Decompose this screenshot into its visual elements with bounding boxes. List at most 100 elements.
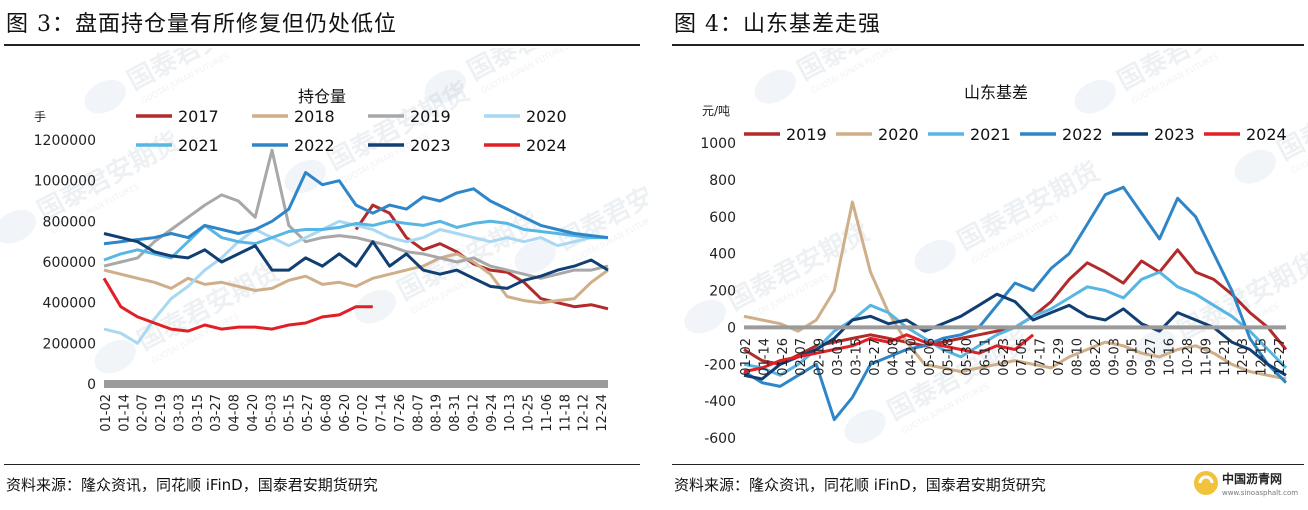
x-tick-label: 10-28	[1181, 338, 1196, 376]
series-line-2023	[103, 232, 609, 290]
y-tick-label: -600	[704, 431, 736, 447]
y-tick-label: -400	[704, 394, 736, 410]
legend-label-2024: 2024	[526, 136, 567, 155]
x-tick-label: 07-05	[1015, 338, 1030, 376]
series-line-2020	[103, 219, 608, 345]
fig3-title-rule	[4, 44, 640, 46]
x-tick-label: 07-14	[375, 394, 390, 432]
x-tick-label: 07-17	[1034, 338, 1049, 376]
x-tick-label: 08-22	[1089, 338, 1104, 376]
x-tick-label: 02-19	[154, 394, 169, 432]
x-tick-label: 09-27	[1144, 338, 1159, 376]
watermark-logo-icon	[514, 239, 556, 274]
fig4-title-rule	[672, 44, 1304, 46]
series-line-2021	[103, 219, 608, 262]
watermark-logo-icon	[1074, 79, 1116, 114]
x-tick-label: 02-07	[794, 338, 809, 376]
watermark-text: 国泰君安期货	[792, 48, 944, 87]
x-tick-label: 10-16	[1163, 338, 1178, 376]
x-tick-label: 03-03	[172, 394, 187, 432]
y-tick-label: -200	[704, 357, 736, 373]
watermark-logo-icon	[0, 209, 36, 244]
fig3-source: 资料来源：隆众资讯，同花顺 iFinD，国泰君安期货研究	[6, 476, 378, 494]
watermark-text: 国泰君安期货	[722, 216, 874, 317]
y-axis-unit: 元/吨	[702, 104, 730, 118]
legend-label-2019: 2019	[410, 107, 451, 126]
y-tick-label: 800	[709, 173, 736, 189]
x-tick-label: 12-03	[1236, 338, 1251, 376]
fig4-source-rule	[672, 464, 1304, 465]
y-tick-label: 0	[727, 320, 736, 336]
watermark-logo-icon	[914, 239, 956, 274]
series-line-2019	[103, 148, 609, 280]
legend-label-2021: 2021	[970, 125, 1011, 144]
watermark-logo-icon	[84, 79, 126, 114]
x-tick-label: 10-13	[503, 394, 518, 432]
legend-label-2023: 2023	[410, 136, 451, 155]
x-tick-label: 11-18	[558, 394, 573, 432]
watermark-logo-icon	[1234, 149, 1276, 184]
series-line-2022	[103, 171, 609, 246]
watermark-logo-icon	[844, 409, 886, 444]
legend-label-2022: 2022	[1062, 125, 1103, 144]
legend-label-2020: 2020	[526, 107, 567, 126]
x-tick-label: 02-19	[813, 338, 828, 376]
watermark-logo-icon	[684, 299, 726, 334]
y-tick-label: 600	[709, 210, 736, 226]
watermark-text: 国泰君安期货	[952, 156, 1104, 257]
watermark-logo-icon	[754, 69, 796, 104]
x-tick-label: 09-24	[485, 394, 500, 432]
x-tick-label: 05-06	[923, 338, 938, 376]
x-tick-label: 08-19	[430, 394, 445, 432]
y-axis-unit: 手	[34, 110, 46, 124]
x-tick-label: 05-18	[942, 338, 957, 376]
logo-cn-text: 中国沥青网	[1222, 471, 1282, 486]
series-line-2024	[743, 333, 1035, 374]
series-line-2023	[743, 292, 1287, 381]
x-tick-label: 04-20	[905, 338, 920, 376]
sinoasphalt-logo: 中国沥青网 www.sinoasphalt.com	[1194, 471, 1298, 497]
fig3-source-rule	[4, 464, 640, 465]
watermark-text: 国泰君安期货	[462, 48, 614, 87]
y-tick-label: 1000	[700, 136, 736, 152]
x-tick-label: 08-31	[448, 394, 463, 432]
chart-title: 山东基差	[964, 83, 1028, 102]
y-tick-label: 200	[709, 284, 736, 300]
x-tick-label: 09-03	[1107, 338, 1122, 376]
x-tick-label: 03-15	[191, 394, 206, 432]
legend-label-2022: 2022	[294, 136, 335, 155]
legend-label-2021: 2021	[178, 136, 219, 155]
x-tick-label: 01-26	[776, 338, 791, 376]
legend-label-2023: 2023	[1154, 125, 1195, 144]
legend-label-2020: 2020	[878, 125, 919, 144]
x-tick-label: 05-27	[301, 394, 316, 432]
x-tick-label: 10-25	[522, 394, 537, 432]
watermark-logo-icon	[354, 289, 396, 324]
x-tick-label: 01-02	[739, 338, 754, 376]
x-tick-label: 07-26	[393, 394, 408, 432]
x-tick-label: 01-02	[99, 394, 114, 432]
x-tick-label: 09-15	[1126, 338, 1141, 376]
x-tick-label: 08-10	[1070, 338, 1085, 376]
y-tick-label: 1200000	[34, 133, 96, 149]
logo-en-text: www.sinoasphalt.com	[1222, 489, 1298, 497]
legend-label-2019: 2019	[786, 125, 827, 144]
y-tick-label: 400000	[43, 296, 96, 312]
x-tick-label: 09-12	[466, 394, 481, 432]
x-tick-label: 12-15	[1255, 338, 1270, 376]
x-tick-label: 06-23	[997, 338, 1012, 376]
fig4-source: 资料来源：隆众资讯，同花顺 iFinD，国泰君安期货研究	[674, 476, 1046, 494]
x-tick-label: 12-12	[577, 394, 592, 432]
watermark-text: 国泰君安期货	[132, 256, 284, 357]
x-tick-label: 04-08	[228, 394, 243, 432]
series-line-2024	[102, 277, 373, 333]
x-tick-label: 05-15	[283, 394, 298, 432]
x-tick-label: 11-21	[1218, 338, 1233, 376]
x-tick-label: 03-03	[831, 338, 846, 376]
chart-title: 持仓量	[298, 87, 346, 106]
x-tick-label: 06-20	[338, 394, 353, 432]
